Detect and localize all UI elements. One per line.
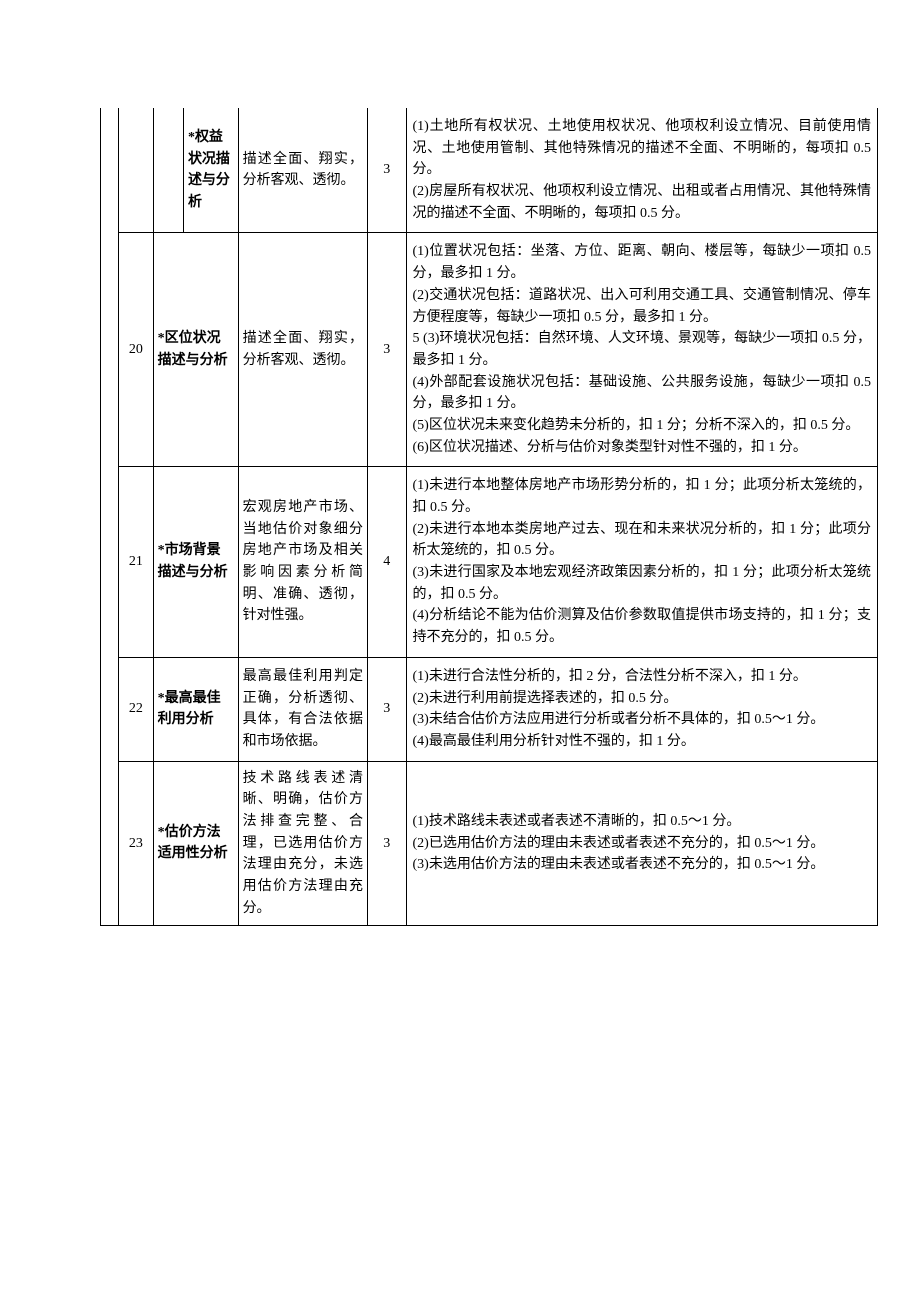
row-requirement: 描述全面、翔实，分析客观、透彻。 xyxy=(238,108,368,233)
table-row: *权益状况描述与分析 描述全面、翔实，分析客观、透彻。 3 (1)土地所有权状况… xyxy=(101,108,878,233)
row-score: 3 xyxy=(368,233,406,467)
row-requirement: 宏观房地产市场、当地估价对象细分房地产市场及相关影响因素分析简明、准确、透彻，针… xyxy=(238,467,368,658)
table-row: 22 *最高最佳利用分析 最高最佳利用判定正确，分析透彻、具体，有合法依据和市场… xyxy=(101,657,878,761)
row-number: 21 xyxy=(119,467,153,658)
row-name: *最高最佳利用分析 xyxy=(153,657,238,761)
table-row: 20 *区位状况描述与分析 描述全面、翔实，分析客观、透彻。 3 (1)位置状况… xyxy=(101,233,878,467)
document-page: *权益状况描述与分析 描述全面、翔实，分析客观、透彻。 3 (1)土地所有权状况… xyxy=(0,0,920,1302)
evaluation-table: *权益状况描述与分析 描述全面、翔实，分析客观、透彻。 3 (1)土地所有权状况… xyxy=(100,108,878,926)
row-detail: (1)未进行本地整体房地产市场形势分析的，扣 1 分；此项分析太笼统的，扣 0.… xyxy=(406,467,878,658)
row-score: 4 xyxy=(368,467,406,658)
row-requirement: 描述全面、翔实，分析客观、透彻。 xyxy=(238,233,368,467)
row-number: 20 xyxy=(119,233,153,467)
outer-group-cell xyxy=(101,108,119,926)
row-number xyxy=(119,108,153,233)
table-row: 21 *市场背景描述与分析 宏观房地产市场、当地估价对象细分房地产市场及相关影响… xyxy=(101,467,878,658)
row-requirement: 技术路线表述清晰、明确，估价方法排查完整、合理，已选用估价方法理由充分，未选用估… xyxy=(238,761,368,926)
row-detail: (1)土地所有权状况、土地使用权状况、他项权利设立情况、目前使用情况、土地使用管… xyxy=(406,108,878,233)
row-score: 3 xyxy=(368,108,406,233)
row-name: *区位状况描述与分析 xyxy=(153,233,238,467)
row-detail: (1)位置状况包括：坐落、方位、距离、朝向、楼层等，每缺少一项扣 0.5 分，最… xyxy=(406,233,878,467)
row-number: 23 xyxy=(119,761,153,926)
row-score: 3 xyxy=(368,657,406,761)
row-requirement: 最高最佳利用判定正确，分析透彻、具体，有合法依据和市场依据。 xyxy=(238,657,368,761)
row-score: 3 xyxy=(368,761,406,926)
table-row: 23 *估价方法适用性分析 技术路线表述清晰、明确，估价方法排查完整、合理，已选… xyxy=(101,761,878,926)
row-name: *市场背景描述与分析 xyxy=(153,467,238,658)
row-name: *权益状况描述与分析 xyxy=(183,108,238,233)
row-sub xyxy=(153,108,183,233)
row-detail: (1)未进行合法性分析的，扣 2 分，合法性分析不深入，扣 1 分。(2)未进行… xyxy=(406,657,878,761)
row-detail: (1)技术路线未表述或者表述不清晰的，扣 0.5～1 分。(2)已选用估价方法的… xyxy=(406,761,878,926)
row-number: 22 xyxy=(119,657,153,761)
row-name: *估价方法适用性分析 xyxy=(153,761,238,926)
